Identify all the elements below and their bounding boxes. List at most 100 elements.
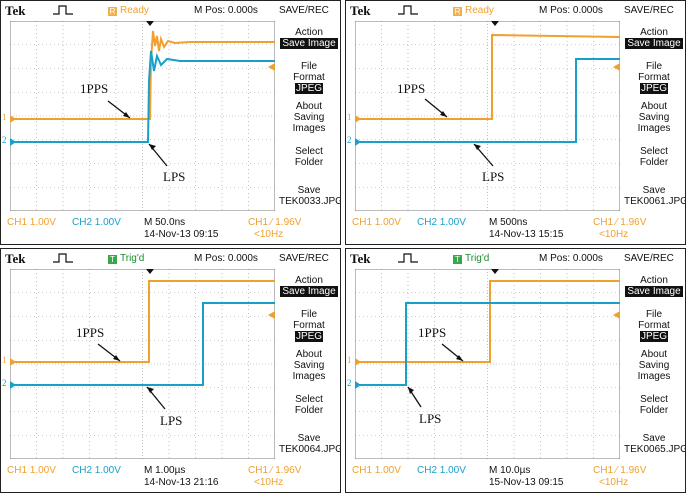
ch2-marker-label: 2 [2,135,7,145]
ch2-scale: CH2 1.00V [417,217,466,228]
triggered-icon: T [108,255,117,264]
select-folder-menu-item[interactable]: Select Folder [279,394,339,416]
select-folder-menu-item[interactable]: Select Folder [279,146,339,168]
select-folder-menu-item[interactable]: Select Folder [624,146,684,168]
ch2-ground-marker [10,381,16,389]
save-file-name: TEK0064.JPG [279,444,341,455]
about-saving-menu-item[interactable]: About Saving Images [279,101,339,134]
ch2-ground-marker [10,138,16,146]
action-menu-item[interactable]: Action Save Image [279,27,339,49]
grid [10,269,275,459]
save-file-name: TEK0061.JPG [624,196,686,207]
about-line3: Images [292,123,326,134]
menu-title: SAVE/REC [279,253,329,264]
waveform-display: 1PPS LPS 1 2 [2,269,275,459]
side-menu: Action Save Image File Format JPEG About Sav… [624,269,685,459]
ch2-marker-label: 2 [2,378,7,388]
acquisition-state: R Ready [108,5,149,16]
timestamp: 15-Nov-13 09:15 [489,477,564,488]
scope-panel-1: Tek R Ready M Pos: 0.000s SAVE/REC [0,0,341,245]
menu-title: SAVE/REC [624,5,674,16]
about-saving-menu-item[interactable]: About Saving Images [624,349,684,382]
label-lps: LPS [163,169,186,184]
trigger-position-marker [146,21,154,26]
ch1-marker-label: 1 [2,112,7,122]
trigger-position-marker [491,269,499,274]
file-format-menu-item[interactable]: File Format JPEG [624,61,684,94]
acquire-pulse-icon [398,5,418,15]
trigger-level-marker [613,311,620,319]
acquire-pulse-icon [53,253,73,263]
trigger-position-marker [491,21,499,26]
label-lps: LPS [160,413,183,428]
save-title: Save [297,433,321,444]
about-line2: Saving [638,360,670,371]
action-menu-item[interactable]: Action Save Image [624,275,684,297]
about-saving-menu-item[interactable]: About Saving Images [279,349,339,382]
trigger-frequency: <10Hz [599,229,629,240]
waveform-display: 1PPS LPS 1 2 [2,21,275,211]
file-format-menu-item[interactable]: File Format JPEG [624,309,684,342]
save-title: Save [642,433,666,444]
ch1-marker-label: 1 [347,112,352,122]
ch2-trace [10,302,275,386]
file-format-line2: Format [638,72,670,83]
file-format-menu-item[interactable]: File Format JPEG [279,61,339,94]
graticule [10,21,275,211]
save-menu-item[interactable]: Save TEK0033.JPG [279,185,340,207]
about-line1: About [640,101,668,112]
select-folder-menu-item[interactable]: Select Folder [624,394,684,416]
file-format-menu-item[interactable]: File Format JPEG [279,309,339,342]
file-format-value: JPEG [639,331,669,342]
graticule [355,269,620,459]
timebase: M 500ns [489,217,528,228]
acquire-pulse-icon [398,253,418,263]
label-lps: LPS [419,411,442,426]
ch1-scale: CH1 1.00V [352,465,401,476]
select-line2: Folder [294,405,324,416]
file-format-line1: File [300,309,318,320]
file-format-line2: Format [293,320,325,331]
graticule [10,269,275,459]
ch1-scale: CH1 1.00V [7,465,56,476]
side-menu: Action Save Image File Format JPEG About Sav… [279,21,340,211]
trigger-level-marker [268,311,275,319]
save-menu-item[interactable]: Save TEK0065.JPG [624,433,685,455]
action-menu-item[interactable]: Action Save Image [279,275,339,297]
timestamp: 14-Nov-13 09:15 [144,229,219,240]
horizontal-position: M Pos: 0.000s [194,5,258,16]
menu-title: SAVE/REC [624,253,674,264]
action-value: Save Image [625,38,683,49]
timebase: M 10.0µs [489,465,531,476]
ch1-ground-marker [10,358,16,366]
about-line2: Saving [293,360,325,371]
readout-bar: CH1 1.00V CH2 1.00V M 500ns 14-Nov-13 15… [346,211,685,244]
ch2-scale: CH2 1.00V [72,217,121,228]
save-menu-item[interactable]: Save TEK0064.JPG [279,433,341,455]
scope-panel-3: Tek T Trig'd M Pos: 0.000s SAVE/REC [0,248,341,493]
file-format-value: JPEG [294,83,324,94]
trigger-position-marker [146,269,154,274]
action-title: Action [640,27,668,38]
label-1pps: 1PPS [418,325,447,340]
timebase: M 50.0ns [144,217,186,228]
label-1pps: 1PPS [397,81,426,96]
ready-icon: R [108,7,117,16]
about-saving-menu-item[interactable]: About Saving Images [624,101,684,134]
select-line2: Folder [639,157,669,168]
grid [355,21,620,211]
save-menu-item[interactable]: Save TEK0061.JPG [624,185,686,207]
file-format-line1: File [300,61,318,72]
label-1pps: 1PPS [76,325,105,340]
ch2-trace [10,50,275,143]
file-format-value: JPEG [639,83,669,94]
about-line1: About [640,349,668,360]
ch1-scale: CH1 1.00V [352,217,401,228]
ch1-trace [10,280,275,363]
ch1-trace [355,280,620,363]
action-menu-item[interactable]: Action Save Image [624,27,684,49]
status-bar: Tek T Trig'd M Pos: 0.000s SAVE/REC [1,249,340,269]
side-menu: Action Save Image File Format JPEG About Sav… [279,269,341,459]
file-format-value: JPEG [294,331,324,342]
about-line3: Images [637,371,671,382]
